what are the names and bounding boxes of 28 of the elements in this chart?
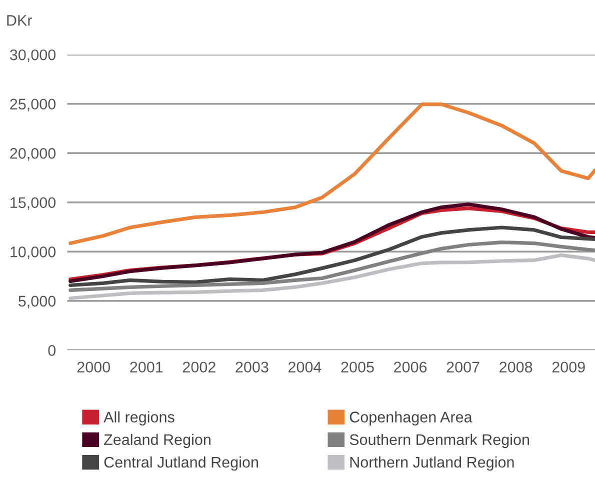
line-series [68,253,595,300]
y-tick-label: 15,000 [10,197,56,210]
y-tick-label: 20,000 [10,148,56,161]
legend-label: All regions [104,411,174,426]
line-series [68,102,595,246]
legend-label: Zealand Region [104,434,210,448]
legend-label: Northern Jutland Region [350,456,514,471]
y-axis-title: DKr [7,15,32,26]
y-tick-label: 10,000 [10,246,56,260]
line-series [68,226,595,288]
x-tick-label: 2008 [500,362,532,373]
y-tick-label: 30,000 [10,49,56,62]
legend-label: Copenhagen Area [350,411,472,426]
legend-label: Central Jutland Region [104,456,258,471]
x-tick-label: 2006 [394,362,427,373]
x-tick-label: 2005 [341,362,374,373]
line-series [68,240,595,292]
x-tick-label: 2007 [446,362,480,373]
x-tick-label: 2004 [288,362,322,373]
y-tick-label: 25,000 [10,98,56,112]
y-tick-label: 0 [48,345,56,356]
x-tick-label: 2009 [552,362,585,373]
legend-label: Southern Denmark Region [350,434,530,448]
y-tick-label: 5,000 [18,296,56,308]
x-tick-label: 2003 [236,362,268,373]
x-tick-label: 2002 [182,362,216,373]
x-tick-label: 2000 [77,362,110,373]
x-tick-label: 2001 [130,362,163,373]
